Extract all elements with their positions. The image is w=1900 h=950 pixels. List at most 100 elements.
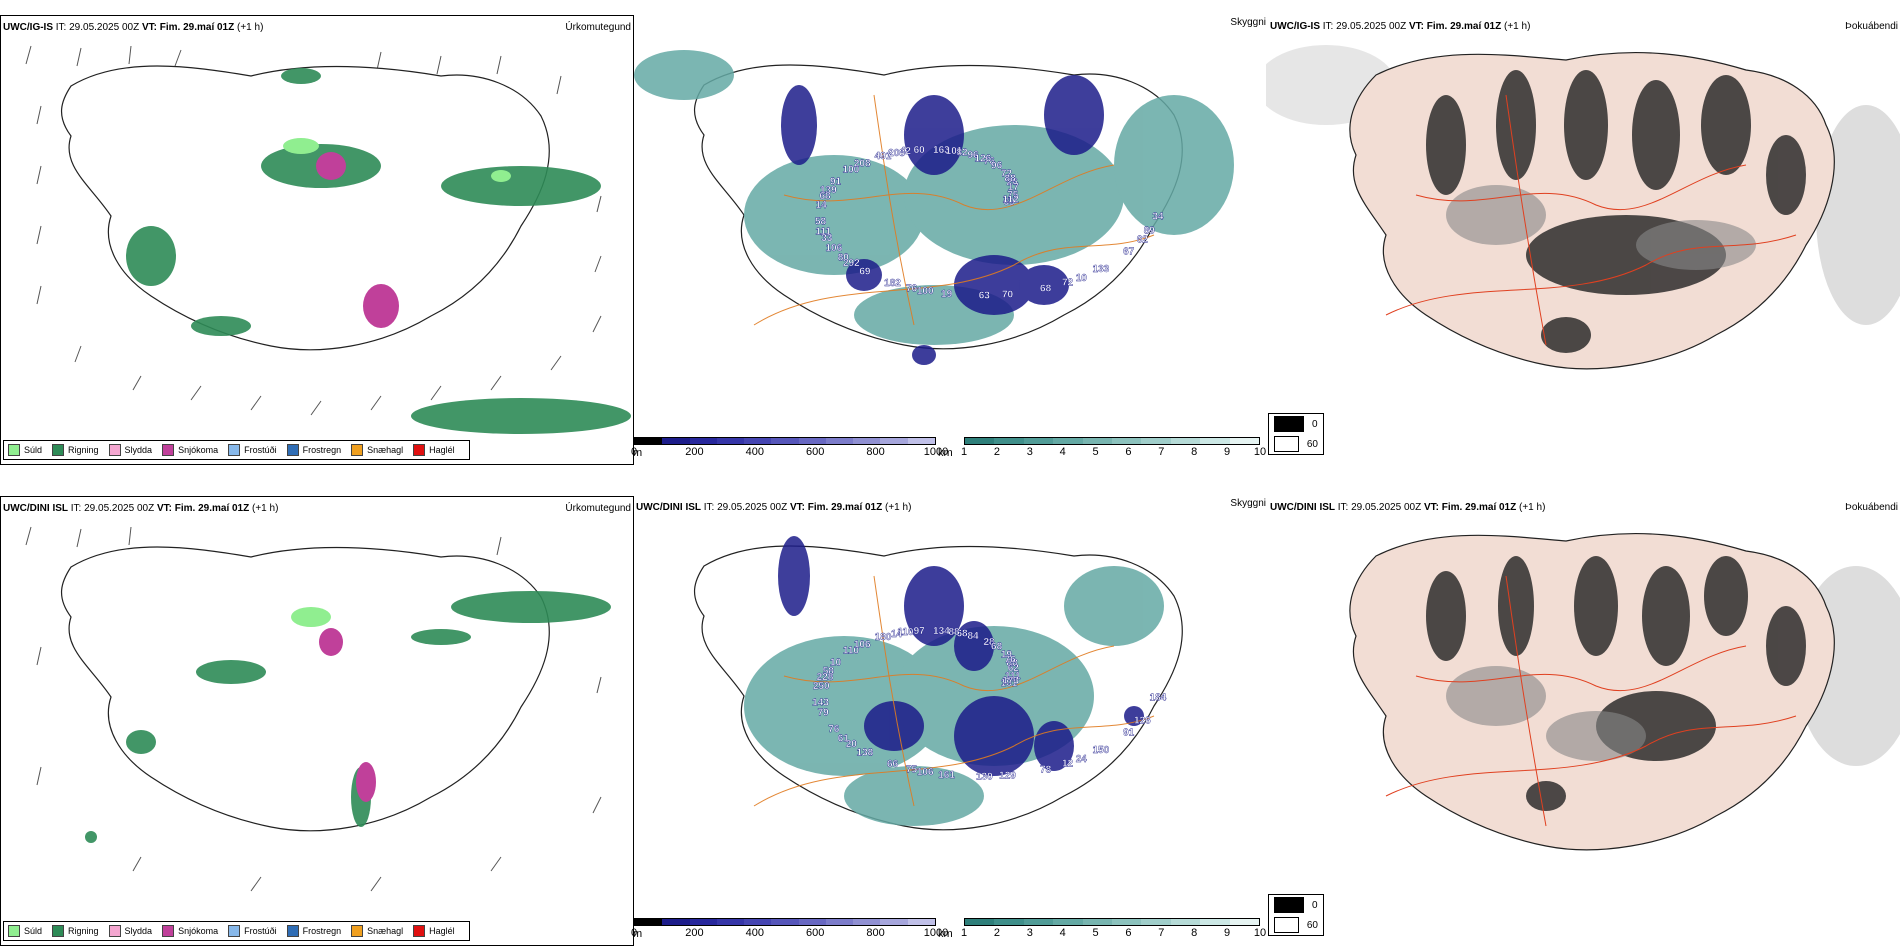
colorbar-tick: 800 — [866, 927, 885, 939]
cloud-base-value: 126 — [1134, 715, 1151, 726]
legend-label: Haglél — [429, 445, 455, 455]
cloud-base-value: 62 — [1137, 234, 1149, 245]
cloud-labels-top: 6980827213926764262111767010075691631331… — [815, 145, 1164, 302]
colorbar-tick: 3 — [1026, 927, 1033, 939]
fog-legend-item: 60 — [1269, 915, 1323, 935]
precip-type-panel-top: UWC/IG-IS IT: 29.05.2025 00Z VT: Fim. 29… — [0, 15, 634, 465]
legend-swatch — [286, 925, 299, 937]
colorbar-tick: 6 — [1125, 927, 1132, 939]
colorbar-segment — [853, 919, 881, 925]
cloud-base-value: 130 — [976, 772, 993, 783]
cloud-base-value: 110 — [843, 646, 860, 657]
colorbar-segment — [1082, 919, 1113, 925]
legend-label: Rigning — [68, 445, 99, 455]
colorbar-segment — [635, 438, 663, 444]
fog-panel-bottom: UWC/DINI ISL IT: 29.05.2025 00Z VT: Fim.… — [1266, 496, 1900, 946]
cloud-base-value: 14 — [891, 629, 903, 640]
it-value: 29.05.2025 00Z — [69, 22, 140, 33]
model-header-bottom: UWC/DINI ISL IT: 29.05.2025 00Z VT: Fim.… — [3, 503, 279, 514]
vt-label: VT: — [141, 22, 157, 33]
colorbar-segment — [907, 919, 935, 925]
legend-label: 60 — [1306, 438, 1318, 450]
colorbar-segment — [798, 438, 826, 444]
legend-label: Frostúði — [244, 926, 277, 936]
legend-label: Haglél — [429, 926, 455, 936]
colorbar-tick: 5 — [1092, 927, 1099, 939]
cloud-colorbar-ticks: 0 200 400 600 800 1000 — [630, 445, 948, 459]
fog-legend-bottom: 0 60 — [1268, 894, 1324, 936]
vt-value: Fim. 29.maí 01Z — [159, 22, 235, 33]
legend-label: Snjókoma — [178, 926, 219, 936]
cloud-base-value: 100 — [843, 165, 860, 176]
precip-legend-top: Súld Rigning Slydda Snjókoma Frostúði Frostre… — [3, 440, 470, 460]
precip-legend-item: Frostregn — [286, 925, 341, 937]
colorbar-tick: 400 — [745, 446, 764, 458]
cloud-base-value: 106 — [825, 243, 842, 254]
legend-label: Snjókoma — [178, 445, 219, 455]
legend-swatch — [228, 925, 241, 937]
cloud-base-value: 26 — [1007, 177, 1019, 188]
cloud-base-value: 138 — [857, 747, 874, 758]
legend-label: Rigning — [68, 926, 99, 936]
precip-type-panel-bottom: UWC/DINI ISL IT: 29.05.2025 00Z VT: Fim.… — [0, 496, 634, 946]
colorbar-tick: 0 — [630, 446, 638, 458]
cloud-base-value: 101 — [946, 146, 963, 157]
precip-legend-item: Haglél — [413, 444, 455, 456]
legend-label: Slydda — [124, 926, 153, 936]
legend-swatch — [8, 925, 20, 937]
colorbar-tick: 9 — [1224, 446, 1231, 458]
cloud-base-value: 88 — [1007, 658, 1019, 669]
precip-legend-item: Frostúði — [228, 444, 277, 456]
cloud-base-panel-bottom: 101 61 68 12 58 88 75 110 126 79 28 129 110 111 138 134… — [631, 496, 1266, 946]
cloud-base-value: 76 — [983, 156, 995, 167]
cloud-base-value: 75 — [906, 764, 918, 775]
legend-swatch — [228, 444, 241, 456]
colorbar-segment — [880, 438, 908, 444]
colorbar-tick: 200 — [685, 446, 704, 458]
legend-label: 0 — [1312, 418, 1318, 430]
legend-label: Súld — [24, 445, 43, 455]
fog-legend-item: 0 — [1269, 414, 1323, 434]
cloud-base-value: 84 — [967, 631, 979, 642]
colorbar-tick: 800 — [866, 446, 885, 458]
cloud-colorbar-bar — [634, 437, 936, 445]
colorbar-segment — [1200, 438, 1230, 444]
cloud-base-value: 111 — [1005, 671, 1021, 682]
colorbar-segment — [716, 438, 745, 444]
legend-label: Frostúði — [244, 445, 277, 455]
colorbar-segment — [1200, 919, 1230, 925]
legend-label: Snæhagl — [367, 926, 404, 936]
legend-label: Snæhagl — [367, 445, 404, 455]
colorbar-tick: 200 — [685, 927, 704, 939]
colorbar-segment — [994, 919, 1024, 925]
cloud-base-value: 173 — [1002, 675, 1019, 686]
legend-swatch — [162, 925, 175, 937]
colorbar-segment — [798, 919, 826, 925]
model-header-top: UWC/IG-IS IT: 29.05.2025 00Z VT: Fim. 29… — [3, 22, 263, 33]
cloud-base-value: 110 — [897, 627, 914, 638]
panel-title-precip-bottom: Úrkomutegund — [565, 503, 631, 514]
colorbar-segment — [825, 919, 854, 925]
legend-swatch — [162, 444, 175, 456]
cloud-base-value: 70 — [1002, 290, 1014, 301]
fog-panel-top: UWC/IG-IS IT: 29.05.2025 00Z VT: Fim. 29… — [1266, 15, 1900, 465]
colorbar-tick: 10 — [1253, 446, 1267, 458]
cloud-base-value: 79 — [818, 708, 830, 719]
cloud-base-value: 88 — [1005, 174, 1017, 185]
colorbar-segment — [662, 919, 690, 925]
cloud-base-panel-top: 69 80 82 72 139 26 76 42 62 111 76 70 100 75 69 163 133 1… — [630, 15, 1267, 465]
model-header-top-fog: UWC/IG-IS IT: 29.05.2025 00Z VT: Fim. 29… — [1270, 21, 1531, 32]
colorbar-tick: 1 — [960, 927, 968, 939]
cloud-base-value: 80 — [838, 252, 850, 263]
colorbar-tick: 5 — [1092, 446, 1099, 458]
cloud-base-value: 106 — [854, 640, 871, 651]
colorbar-segment — [1170, 438, 1201, 444]
cloud-base-value: 69 — [859, 266, 871, 277]
colorbar-tick: 4 — [1059, 927, 1066, 939]
cloud-base-value: 101 — [1001, 678, 1018, 689]
it-label: IT: — [55, 22, 67, 33]
legend-swatch — [1274, 416, 1304, 432]
cloud-base-value: 24 — [1076, 754, 1088, 765]
precip-legend-item: Súld — [8, 925, 42, 937]
cloud-base-value: 66 — [887, 759, 899, 770]
